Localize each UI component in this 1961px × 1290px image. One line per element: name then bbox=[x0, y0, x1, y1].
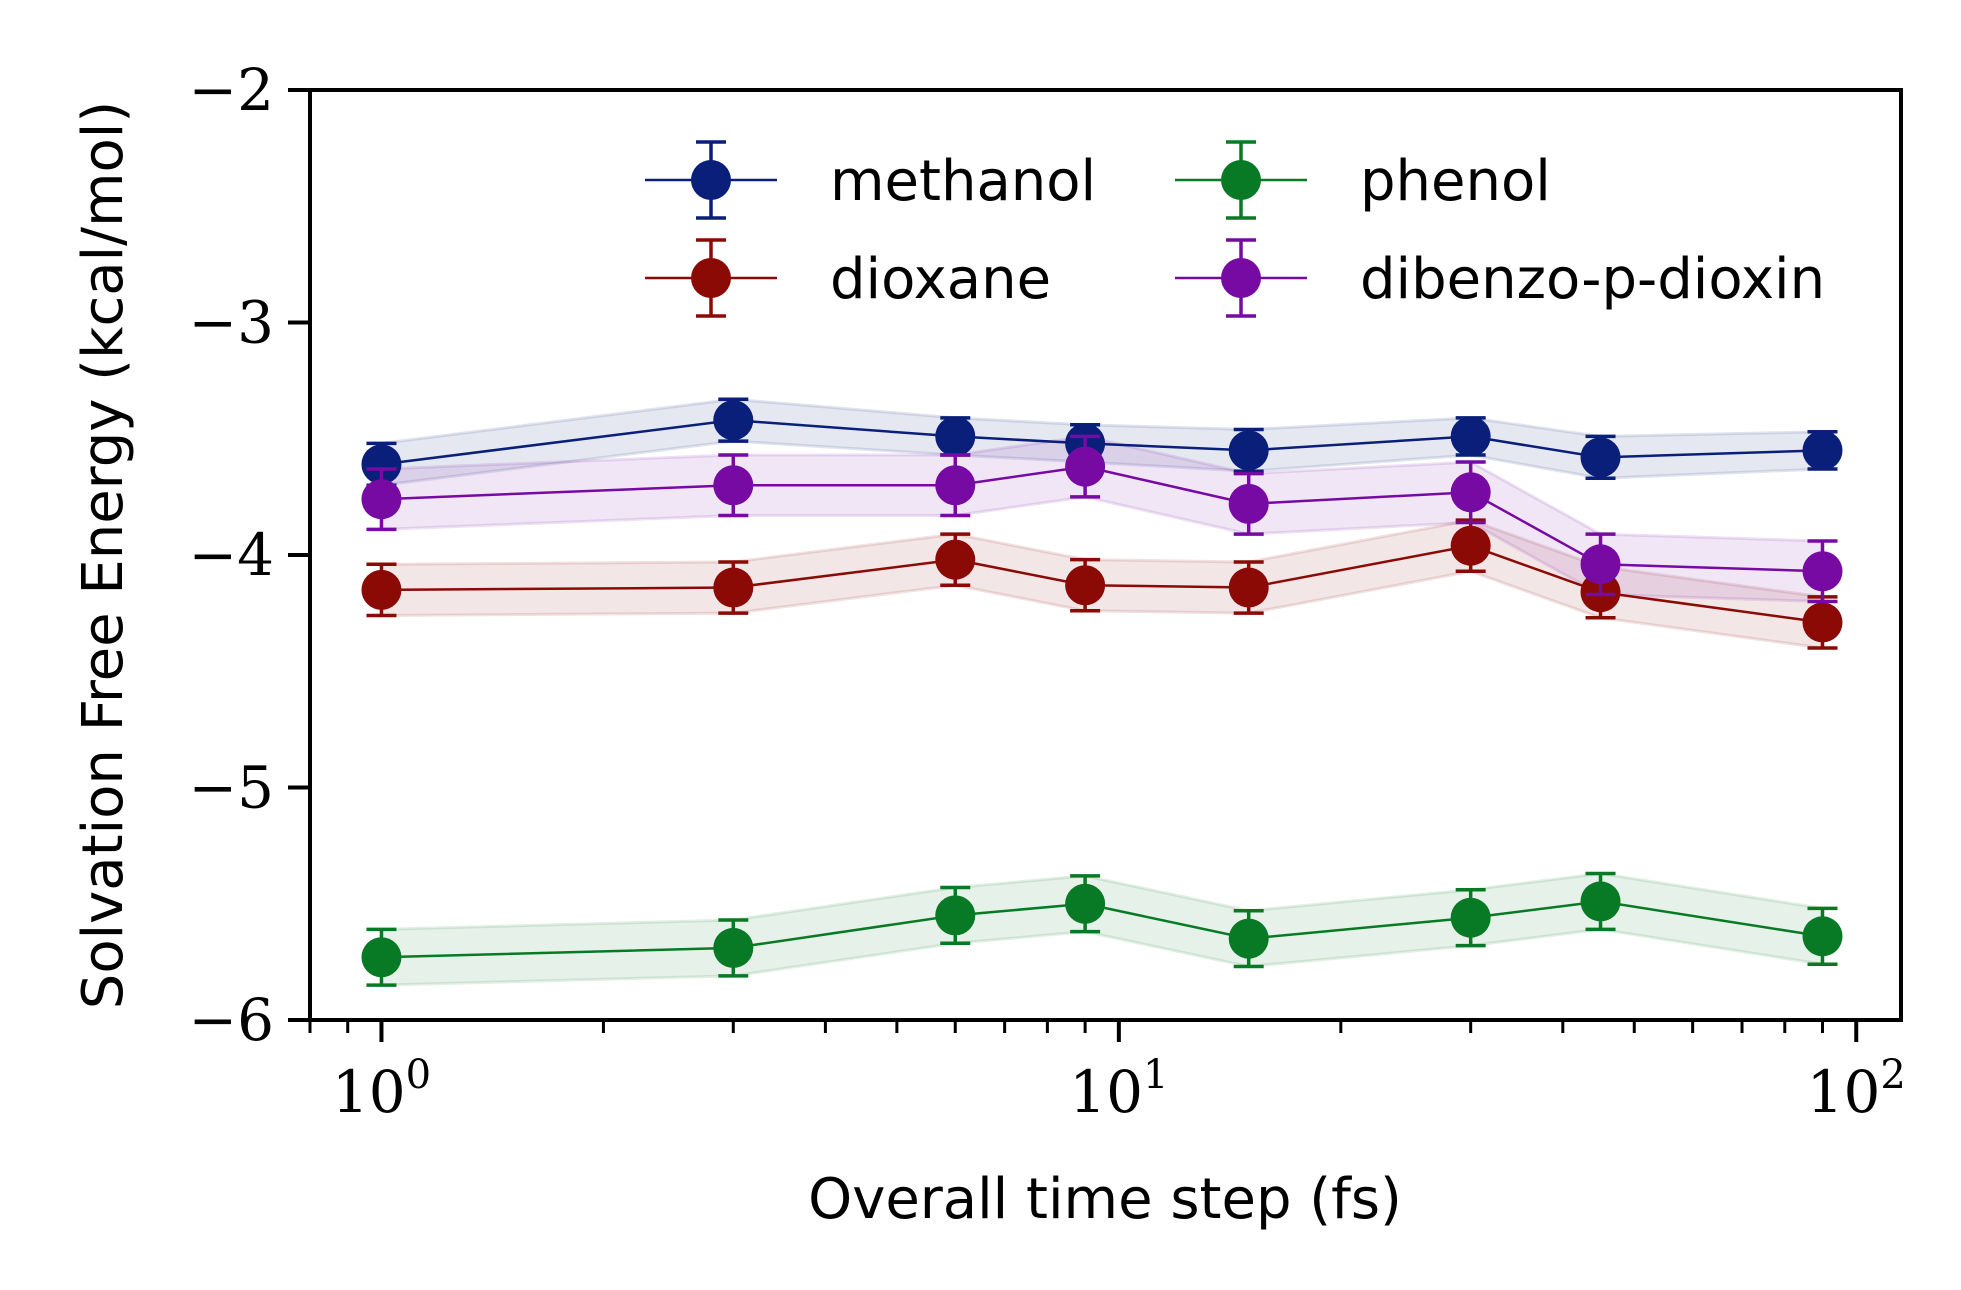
series-lines bbox=[361, 397, 1843, 987]
data-point bbox=[1065, 565, 1106, 606]
data-point bbox=[1228, 567, 1269, 608]
legend-label: phenol bbox=[1360, 149, 1551, 214]
data-point bbox=[361, 444, 402, 485]
data-point bbox=[1450, 525, 1491, 566]
data-point bbox=[713, 567, 754, 608]
legend-label: methanol bbox=[830, 149, 1096, 214]
data-point bbox=[1228, 483, 1269, 524]
data-point bbox=[1802, 551, 1843, 592]
data-point bbox=[935, 465, 976, 506]
axis-ticks: −6 −5 −4 −3 −2 100 101 102 bbox=[189, 56, 1906, 1126]
data-point bbox=[935, 539, 976, 580]
data-point bbox=[713, 927, 754, 968]
data-point bbox=[1580, 437, 1621, 478]
data-point bbox=[1802, 602, 1843, 643]
data-point bbox=[935, 416, 976, 457]
data-point bbox=[1065, 883, 1106, 924]
data-point bbox=[361, 937, 402, 978]
legend-marker bbox=[691, 160, 731, 200]
y-tick-label: −3 bbox=[189, 289, 275, 357]
x-tick-label: 102 bbox=[1807, 1052, 1906, 1126]
data-point bbox=[935, 895, 976, 936]
legend-marker bbox=[1221, 160, 1261, 200]
y-tick-label: −5 bbox=[189, 754, 275, 822]
y-tick-label: −2 bbox=[189, 56, 275, 124]
y-tick-label: −6 bbox=[189, 986, 275, 1054]
data-point bbox=[1228, 430, 1269, 471]
data-point bbox=[361, 479, 402, 520]
data-point bbox=[1580, 881, 1621, 922]
data-point bbox=[1065, 446, 1106, 487]
series-line bbox=[381, 900, 1823, 959]
data-point bbox=[361, 569, 402, 610]
legend-item: methanol bbox=[645, 140, 1096, 220]
legend: methanol dioxane phenol dibenzo-p-dioxin bbox=[645, 140, 1825, 318]
series-line bbox=[381, 418, 1823, 466]
data-point bbox=[1450, 897, 1491, 938]
legend-label: dibenzo-p-dioxin bbox=[1360, 247, 1825, 312]
data-point bbox=[1580, 544, 1621, 585]
y-tick-label: −4 bbox=[189, 521, 275, 589]
x-tick-label: 100 bbox=[332, 1052, 431, 1126]
legend-item: phenol bbox=[1175, 140, 1551, 220]
legend-item: dioxane bbox=[645, 238, 1051, 318]
y-axis-label: Solvation Free Energy (kcal/mol) bbox=[71, 101, 136, 1009]
data-point bbox=[1802, 916, 1843, 957]
series-line bbox=[381, 544, 1823, 624]
legend-item: dibenzo-p-dioxin bbox=[1175, 238, 1825, 318]
x-axis-label: Overall time step (fs) bbox=[808, 1167, 1402, 1232]
data-point bbox=[713, 400, 754, 441]
data-point bbox=[1802, 430, 1843, 471]
legend-marker bbox=[1221, 258, 1261, 298]
legend-label: dioxane bbox=[830, 247, 1051, 312]
series-line bbox=[381, 465, 1823, 573]
legend-marker bbox=[691, 258, 731, 298]
x-tick-label: 101 bbox=[1069, 1052, 1168, 1126]
data-point bbox=[1450, 416, 1491, 457]
data-point bbox=[1450, 472, 1491, 513]
data-point bbox=[1228, 918, 1269, 959]
data-point bbox=[713, 465, 754, 506]
